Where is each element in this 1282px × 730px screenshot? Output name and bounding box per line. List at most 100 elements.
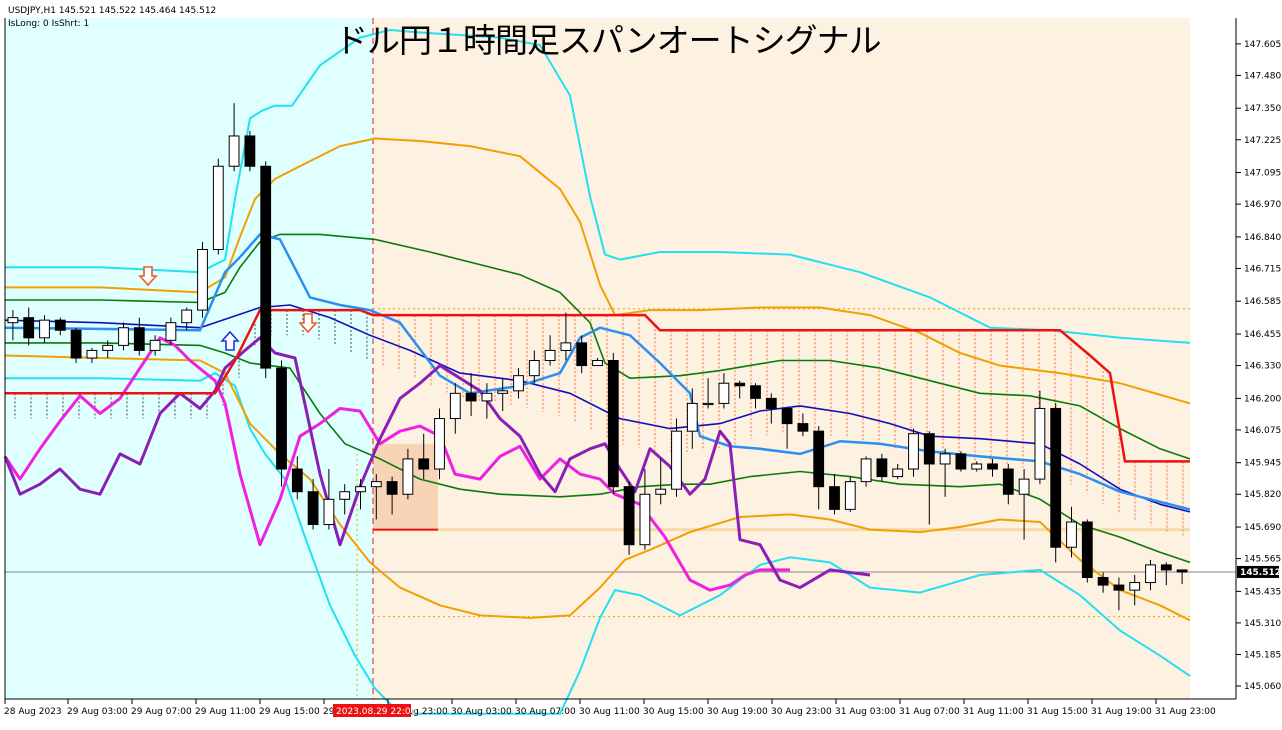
candle (702, 378, 714, 409)
candle (402, 448, 414, 500)
candle (86, 347, 98, 364)
time-tick-label: 29 Aug 11:00 (195, 707, 256, 717)
candle (908, 428, 919, 477)
candle (544, 335, 556, 366)
candle (844, 476, 856, 512)
candle (1097, 572, 1109, 593)
price-tick-label: 147.350 (1244, 104, 1281, 114)
price-axis: 147.605 147.480 147.350 147.225 147.095 146.9… (1236, 40, 1281, 692)
price-tick-label: 147.225 (1244, 136, 1281, 146)
candle (781, 407, 793, 449)
candle-body (987, 463, 998, 470)
time-tick-label: 29 (323, 707, 335, 717)
lower-zone-shading (373, 18, 1190, 699)
candle-body (892, 468, 904, 478)
candle (923, 431, 935, 525)
candle (386, 476, 398, 515)
candle (465, 373, 477, 417)
candle (339, 484, 351, 515)
candle (228, 103, 240, 172)
time-axis: 28 Aug 2023 29 Aug 03:00 29 Aug 07:00 29 Au… (4, 699, 1216, 717)
price-tick-label: 145.310 (1244, 619, 1281, 629)
candle (607, 352, 619, 495)
candle (1034, 390, 1046, 485)
price-tick-label: 145.060 (1244, 682, 1281, 692)
base-line-red (5, 308, 1190, 463)
chart-title: ドル円１時間足スパンオートシグナル (335, 21, 882, 60)
candle (829, 474, 840, 515)
candle-body (402, 458, 414, 495)
candle (876, 453, 888, 482)
time-tick-label: 30 Aug 23:00 (771, 707, 832, 717)
price-tick-label: 145.185 (1244, 650, 1281, 660)
candle-body (1176, 569, 1188, 573)
candle (750, 383, 761, 409)
candle (54, 317, 66, 336)
candle (987, 458, 998, 477)
symbol-info: USDJPY,H1 145.521 145.522 145.464 145.51… (8, 6, 217, 16)
candle-body (7, 317, 19, 324)
candle (102, 340, 114, 358)
candle-body (102, 344, 114, 351)
time-tick-label: 31 Aug 15:00 (1027, 707, 1088, 717)
candle (686, 388, 698, 449)
candle (734, 380, 746, 399)
candle (513, 368, 524, 399)
candle-body (1145, 564, 1156, 584)
candle (291, 456, 303, 500)
candle (1145, 559, 1156, 591)
oscillator-line (3, 336, 871, 590)
candle (592, 358, 603, 367)
candle (39, 315, 50, 343)
candle-body (197, 249, 208, 311)
candle-body (497, 390, 509, 394)
candle-body (54, 319, 66, 331)
candle-body (149, 339, 161, 351)
candle-body (244, 135, 256, 167)
current-price-badge (1237, 565, 1279, 578)
candle-body (1081, 521, 1093, 579)
candle (639, 469, 651, 550)
candle (623, 481, 635, 555)
candle (1160, 562, 1172, 586)
candle-body (797, 423, 809, 432)
candle-body (434, 418, 445, 470)
candle-body (971, 463, 983, 470)
lower-band-mid (4, 354, 1191, 622)
candle-body (560, 342, 572, 351)
price-tick-label: 146.585 (1244, 297, 1281, 307)
marker-time-badge (333, 704, 411, 717)
candle-body (718, 382, 730, 404)
candle (434, 408, 445, 480)
sell-arrow-icon (138, 266, 158, 287)
candle (860, 456, 872, 487)
candle-body (1002, 468, 1014, 495)
candle-body (1018, 478, 1030, 495)
price-tick-label: 145.690 (1244, 523, 1281, 533)
candle (655, 458, 667, 505)
price-tick-label: 146.075 (1244, 426, 1281, 436)
candle (118, 322, 129, 351)
candle (892, 463, 904, 480)
candle-body (876, 458, 888, 478)
candle-body (23, 317, 35, 339)
candle (813, 426, 825, 510)
time-tick-label: 31 Aug 19:00 (1091, 707, 1152, 717)
candle (260, 161, 272, 379)
candle-body (781, 407, 793, 425)
price-tick-label: 147.095 (1244, 169, 1281, 179)
price-tick-label: 146.200 (1244, 394, 1281, 404)
candle-body (734, 382, 746, 387)
candle (276, 360, 287, 487)
marker-time-label: 2023.08.29 22:00 (336, 707, 417, 717)
candle-body (133, 327, 145, 351)
candle-body (592, 360, 603, 367)
candle (449, 383, 461, 434)
candle (1066, 506, 1077, 558)
candle-body (1113, 584, 1125, 591)
time-tick-label: 30 Aug 15:00 (643, 707, 704, 717)
time-tick-label: 31 Aug 11:00 (963, 707, 1024, 717)
candle (1018, 469, 1030, 540)
candle-body (923, 433, 935, 465)
